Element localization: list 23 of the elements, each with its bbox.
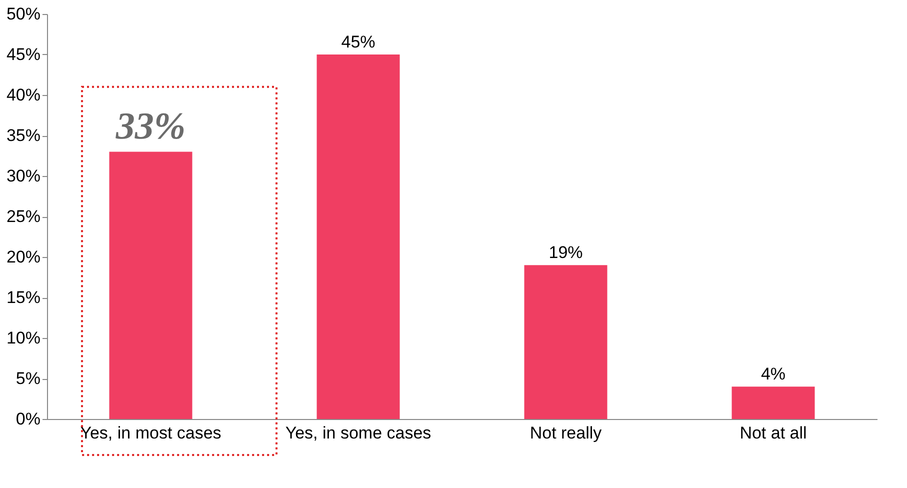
x-tick-label: Not at all (740, 424, 807, 442)
data-label: 4% (760, 364, 786, 384)
data-label: 45% (341, 32, 376, 52)
y-tick-label: 10% (6, 328, 40, 348)
y-tick-label: 50% (6, 4, 40, 24)
data-label: 33% (114, 106, 186, 148)
x-tick-label: Yes, in most cases (80, 424, 222, 442)
bar (109, 152, 192, 419)
bar (524, 265, 608, 419)
x-tick-label: Yes, in some cases (285, 424, 432, 442)
y-tick-label: 15% (6, 288, 40, 307)
y-tick-label: 5% (16, 369, 40, 388)
bar (732, 386, 815, 419)
y-tick-label: 40% (6, 86, 40, 104)
y-tick-label: 20% (6, 248, 40, 266)
y-tick-label: 35% (6, 126, 40, 145)
y-tick-label: 25% (6, 207, 40, 226)
data-label: 19% (548, 243, 583, 262)
y-tick-label: 30% (6, 166, 40, 186)
x-tick-label: Not really (530, 424, 602, 442)
y-tick-label: 45% (6, 45, 40, 64)
bar (316, 54, 400, 419)
y-tick-label: 0% (16, 410, 40, 428)
